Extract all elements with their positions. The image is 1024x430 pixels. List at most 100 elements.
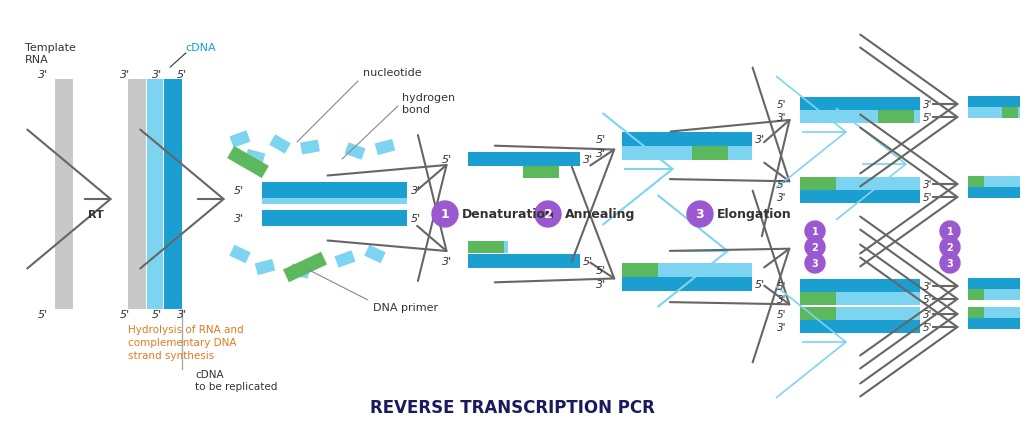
Bar xyxy=(968,97,1020,108)
Bar xyxy=(255,259,275,276)
Bar xyxy=(968,187,1020,199)
Text: 3: 3 xyxy=(695,208,705,221)
Bar xyxy=(55,80,73,309)
Text: 5': 5' xyxy=(596,135,606,144)
Bar xyxy=(283,252,327,283)
Circle shape xyxy=(805,221,825,241)
Text: 3': 3' xyxy=(411,186,421,196)
Bar xyxy=(658,264,752,277)
Text: 5': 5' xyxy=(583,256,593,266)
Bar xyxy=(300,140,319,155)
Text: 5': 5' xyxy=(776,309,786,319)
Bar xyxy=(984,177,1020,187)
Text: cDNA: cDNA xyxy=(185,43,216,53)
Circle shape xyxy=(940,237,961,258)
Text: 3': 3' xyxy=(152,70,162,80)
Text: 5': 5' xyxy=(152,309,162,319)
Circle shape xyxy=(940,221,961,241)
Bar xyxy=(622,264,658,277)
Text: Template: Template xyxy=(25,43,76,53)
Bar xyxy=(128,80,146,309)
Text: 3': 3' xyxy=(233,214,244,224)
Text: 5': 5' xyxy=(411,214,421,224)
Bar xyxy=(227,147,269,178)
Text: 2: 2 xyxy=(812,243,818,252)
Bar xyxy=(800,292,920,305)
Text: 5': 5' xyxy=(776,180,786,190)
Bar xyxy=(968,289,1020,300)
Bar xyxy=(468,153,580,166)
Text: 3': 3' xyxy=(38,70,48,80)
Text: bond: bond xyxy=(402,105,430,115)
Text: 5': 5' xyxy=(923,294,933,304)
Text: 3': 3' xyxy=(755,135,765,144)
Text: 3': 3' xyxy=(776,294,786,304)
Bar xyxy=(290,264,310,279)
Bar xyxy=(800,190,920,203)
Text: 3': 3' xyxy=(923,100,933,110)
Text: Annealing: Annealing xyxy=(565,208,635,221)
Text: RNA: RNA xyxy=(25,55,49,65)
Bar xyxy=(262,199,407,205)
Text: 5': 5' xyxy=(923,113,933,123)
Bar xyxy=(335,251,355,268)
Bar xyxy=(468,241,504,253)
Bar xyxy=(229,131,251,148)
Text: 3': 3' xyxy=(776,193,786,203)
Text: nucleotide: nucleotide xyxy=(362,68,422,78)
Bar xyxy=(968,108,1020,119)
Text: 3': 3' xyxy=(923,309,933,319)
Text: 5': 5' xyxy=(596,265,606,275)
Bar xyxy=(468,255,580,268)
Bar xyxy=(800,292,836,305)
Bar xyxy=(968,318,1020,329)
Text: 5': 5' xyxy=(233,186,244,196)
Bar xyxy=(365,245,386,264)
Bar xyxy=(836,178,920,190)
Text: 3': 3' xyxy=(442,256,452,266)
Bar xyxy=(245,150,265,166)
Bar xyxy=(344,143,366,160)
Bar xyxy=(800,307,920,320)
Text: 1: 1 xyxy=(440,208,450,221)
Text: 3': 3' xyxy=(596,280,606,289)
Bar xyxy=(800,320,920,333)
Text: Denaturation: Denaturation xyxy=(462,208,555,221)
Circle shape xyxy=(535,202,561,227)
Bar xyxy=(229,245,251,264)
Text: hydrogen: hydrogen xyxy=(402,93,455,103)
Text: 3': 3' xyxy=(177,309,187,319)
Text: DNA primer: DNA primer xyxy=(373,302,438,312)
Bar xyxy=(800,178,920,190)
Text: Hydrolysis of RNA and: Hydrolysis of RNA and xyxy=(128,324,244,334)
Bar xyxy=(262,211,407,227)
Text: 3': 3' xyxy=(120,70,130,80)
Text: 3': 3' xyxy=(776,113,786,123)
Text: 5': 5' xyxy=(923,322,933,332)
Bar xyxy=(968,307,1020,318)
Bar xyxy=(968,289,984,300)
Bar xyxy=(800,98,920,111)
Bar xyxy=(262,183,407,199)
Text: complementary DNA: complementary DNA xyxy=(128,337,237,347)
Text: 3': 3' xyxy=(596,149,606,159)
Circle shape xyxy=(432,202,458,227)
Bar xyxy=(269,135,291,154)
Circle shape xyxy=(805,237,825,258)
Text: Elongation: Elongation xyxy=(717,208,792,221)
Text: 5': 5' xyxy=(120,309,130,319)
Text: 3: 3 xyxy=(946,258,953,268)
Text: 5': 5' xyxy=(177,70,187,80)
Text: 5': 5' xyxy=(442,155,452,165)
Text: 3': 3' xyxy=(583,155,593,165)
Circle shape xyxy=(940,253,961,273)
Text: 5': 5' xyxy=(776,281,786,291)
Bar xyxy=(164,80,182,309)
Bar xyxy=(147,80,163,309)
Circle shape xyxy=(687,202,713,227)
Text: 5': 5' xyxy=(755,280,765,289)
Bar xyxy=(1002,108,1018,119)
Bar xyxy=(622,147,752,161)
Bar xyxy=(800,280,920,292)
Bar xyxy=(622,133,752,147)
